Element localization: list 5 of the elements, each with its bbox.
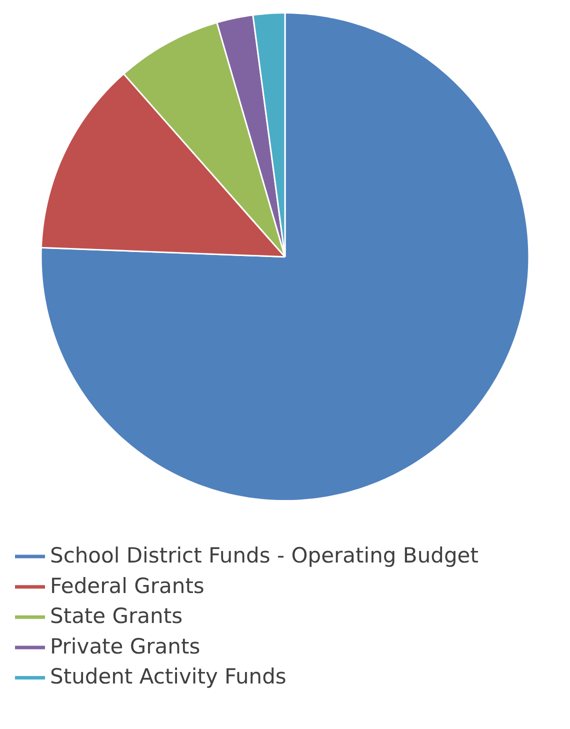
legend-label: Student Activity Funds	[50, 664, 286, 689]
legend-label: Private Grants	[50, 634, 200, 658]
legend-label: Federal Grants	[50, 574, 204, 598]
legend-label: School District Funds - Operating Budget	[50, 543, 478, 568]
legend-label: State Grants	[50, 604, 183, 628]
